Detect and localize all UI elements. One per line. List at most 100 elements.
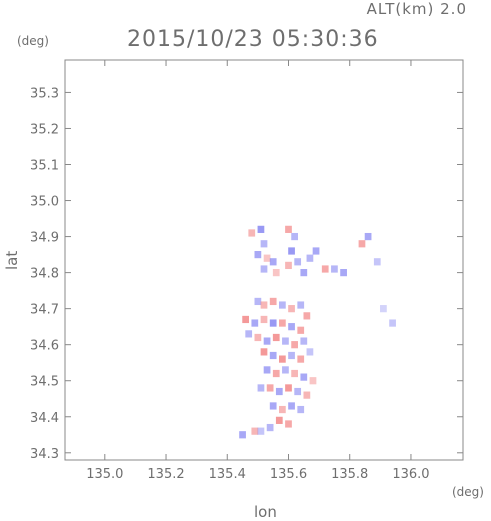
radar-cell xyxy=(272,333,280,342)
radar-cell xyxy=(245,330,253,338)
radar-cell xyxy=(263,337,271,345)
radar-cell xyxy=(269,319,277,327)
y-tick-label: 35.0 xyxy=(30,195,59,210)
radar-cell xyxy=(285,261,292,270)
radar-cell xyxy=(257,427,265,435)
radar-cell xyxy=(269,297,277,306)
radar-cell xyxy=(279,405,286,414)
radar-cell xyxy=(269,258,277,266)
x-tick-label: 135.2 xyxy=(147,467,184,482)
radar-cell xyxy=(331,265,338,273)
chart-title: 2015/10/23 05:30:36 xyxy=(127,27,379,52)
radar-cell xyxy=(251,319,259,327)
radar-cell xyxy=(300,373,308,381)
radar-cell xyxy=(285,384,292,392)
x-tick-label: 135.6 xyxy=(270,467,307,482)
radar-cell xyxy=(269,351,277,360)
radar-cell xyxy=(279,319,286,327)
radar-cell xyxy=(242,315,249,324)
radar-cell xyxy=(373,258,381,266)
y-tick-label: 34.9 xyxy=(30,231,59,246)
radar-cell xyxy=(294,387,302,396)
radar-cell xyxy=(285,420,292,428)
radar-cell xyxy=(288,402,295,410)
radar-cell xyxy=(254,250,262,259)
radar-cell xyxy=(275,387,283,396)
radar-cell xyxy=(306,348,314,356)
radar-cell xyxy=(266,384,274,392)
radar-cell xyxy=(358,240,366,248)
radar-cell xyxy=(303,312,311,320)
y-tick-label: 34.7 xyxy=(30,303,59,318)
radar-cell xyxy=(254,297,262,306)
x-tick-label: 135.0 xyxy=(86,467,123,482)
y-tick-label: 34.4 xyxy=(30,411,59,426)
radar-cell xyxy=(291,341,298,349)
radar-cell xyxy=(279,301,286,309)
radar-cell xyxy=(257,384,265,392)
radar-cell xyxy=(263,366,271,374)
y-tick-label: 34.6 xyxy=(30,339,59,354)
radar-cell xyxy=(251,427,259,435)
radar-cell xyxy=(288,247,295,255)
radar-cell xyxy=(389,319,396,327)
y-tick-label: 34.8 xyxy=(30,267,59,282)
radar-cell xyxy=(297,355,305,363)
radar-cell xyxy=(272,369,280,378)
y-tick-label: 34.3 xyxy=(30,447,59,462)
y-tick-label: 35.3 xyxy=(30,86,59,101)
x-unit-label: (deg) xyxy=(452,485,484,499)
radar-cell xyxy=(294,258,302,266)
altitude-label: ALT(km) 2.0 xyxy=(366,0,467,18)
x-axis-label: lon xyxy=(254,503,277,521)
radar-cell xyxy=(248,229,256,237)
radar-cell xyxy=(300,269,308,277)
x-axis-ticks: 135.0 135.2 135.4 135.6 135.8 136.0 xyxy=(86,60,430,482)
radar-cell xyxy=(269,402,277,410)
radar-cell xyxy=(364,232,372,241)
y-tick-label: 35.1 xyxy=(30,159,59,174)
radar-cell xyxy=(260,301,268,309)
radar-cell xyxy=(306,254,314,262)
radar-cell xyxy=(291,232,298,241)
radar-cell xyxy=(312,247,320,255)
radar-cell xyxy=(260,240,268,248)
radar-cell xyxy=(266,423,274,432)
radar-cell xyxy=(303,391,311,399)
radar-cell xyxy=(300,337,308,345)
radar-cell xyxy=(239,431,246,439)
x-tick-label: 135.4 xyxy=(209,467,246,482)
radar-cell xyxy=(288,351,295,360)
radar-cell xyxy=(279,355,286,363)
radar-cell xyxy=(291,369,298,378)
radar-cell xyxy=(309,377,317,385)
radar-cell xyxy=(285,225,292,233)
x-tick-label: 135.8 xyxy=(331,467,368,482)
radar-cell xyxy=(254,333,262,342)
radar-cell xyxy=(257,225,265,233)
plot-frame xyxy=(64,59,464,461)
y-tick-label: 35.2 xyxy=(30,122,59,137)
y-axis-ticks: 34.3 34.4 34.5 34.6 34.7 34.8 34.9 35.0 35.1 35.2… xyxy=(30,86,463,462)
radar-cell xyxy=(272,269,280,277)
y-unit-label: (deg) xyxy=(17,34,49,48)
radar-cell xyxy=(297,301,305,309)
radar-cell xyxy=(297,405,305,414)
x-tick-label: 136.0 xyxy=(392,467,429,482)
radar-cell xyxy=(288,305,295,313)
radar-cell xyxy=(260,265,268,273)
radar-cell xyxy=(275,416,283,424)
radar-cell xyxy=(297,326,305,334)
radar-cell xyxy=(340,269,347,277)
radar-cell xyxy=(321,265,329,273)
radar-cell xyxy=(263,254,271,262)
y-tick-label: 34.5 xyxy=(30,375,59,390)
radar-cell xyxy=(380,305,387,313)
radar-cell xyxy=(260,348,268,356)
radar-cell xyxy=(282,366,289,374)
radar-cells xyxy=(239,225,396,439)
radar-cell xyxy=(282,337,289,345)
radar-cell xyxy=(288,323,295,331)
radar-cell xyxy=(260,315,268,324)
